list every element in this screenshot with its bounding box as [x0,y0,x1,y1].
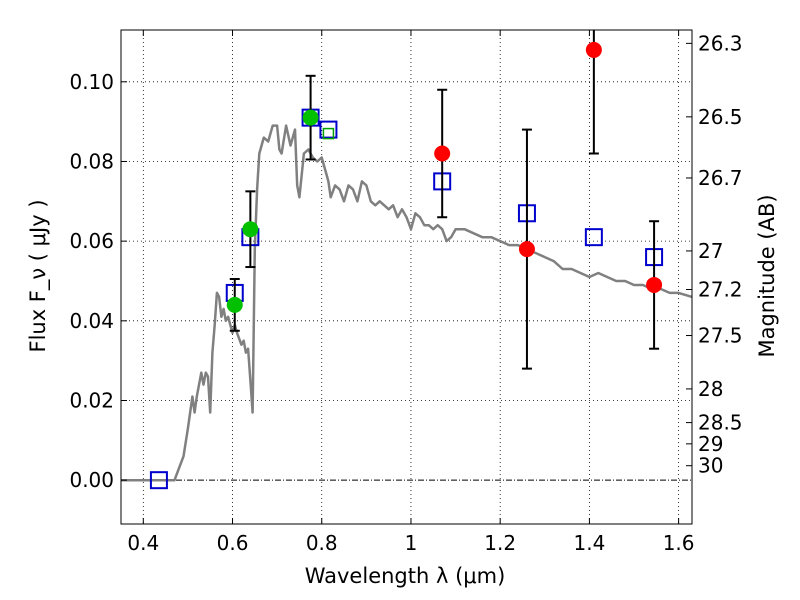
y-tick-label: 0.08 [69,149,114,173]
green-data-point [302,109,319,126]
right-tick-label: 30 [698,454,723,478]
red-data-point [646,276,663,293]
y-tick-label: 0.10 [69,70,114,94]
x-tick-label: 1.6 [663,531,695,555]
green-square-marker [322,127,335,140]
y-tick-label: 0.04 [69,309,114,333]
green-data-point [242,221,259,238]
x-axis-label: Wavelength λ (μm) [305,564,506,588]
y-tick-label: 0.06 [69,229,114,253]
right-tick-label: 28.5 [698,411,743,435]
red-data-point [434,145,451,162]
y-axis-label-right: Magnitude (AB) [755,194,779,357]
x-tick-label: 1 [405,531,418,555]
right-tick-label: 26.7 [698,166,743,190]
green-data-point [226,296,243,313]
model-photometry-square [149,471,168,490]
y-axis-label-left: Flux F_ν ( μJy ) [26,199,51,352]
model-photometry-square [319,120,338,139]
x-tick-label: 0.4 [127,531,159,555]
y-tick-label: 0.00 [69,468,114,492]
ticks: 0.4 0.6 0.8 1 1.2 1.4 1.6 0.00 0.02 0.04 0.06 0.08 0… [69,30,743,555]
right-tick-label: 26.5 [698,105,743,129]
right-tick-label: 29 [698,432,723,456]
right-tick-label: 27.2 [698,277,743,301]
series-layer [121,30,693,490]
right-tick-label: 28 [698,377,723,401]
x-tick-label: 1.4 [573,531,605,555]
x-tick-label: 0.8 [306,531,338,555]
x-tick-label: 0.6 [217,531,249,555]
plot-frame [120,29,693,525]
right-tick-label: 26.3 [698,31,743,55]
x-tick-label: 1.2 [484,531,516,555]
right-tick-label: 27.5 [698,324,743,348]
model-photometry-square [584,228,603,247]
y-tick-label: 0.02 [69,389,114,413]
red-data-point [518,241,535,258]
red-data-point [585,41,602,58]
right-tick-label: 27 [698,239,723,263]
